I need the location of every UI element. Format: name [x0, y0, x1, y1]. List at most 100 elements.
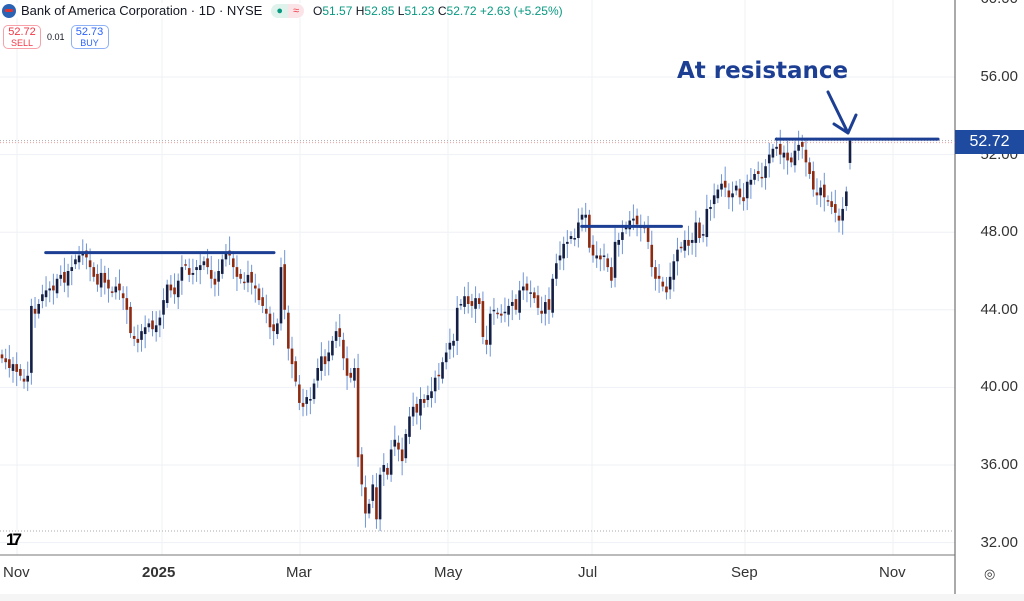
candle-down: [4, 358, 7, 363]
candle-down: [756, 171, 760, 174]
candle-down: [173, 287, 176, 295]
candle-down: [151, 320, 154, 330]
candle-down: [811, 171, 815, 190]
candle-up: [371, 484, 375, 501]
market-open-dot-icon: ●: [271, 3, 288, 18]
candle-up: [845, 191, 848, 207]
candle-down: [536, 295, 540, 308]
candle-down: [118, 283, 121, 291]
candle-down: [738, 188, 742, 198]
last-price-label: 52.72: [955, 130, 1024, 154]
candle-up: [518, 290, 521, 313]
candle-down: [837, 215, 841, 221]
candle-up: [672, 261, 676, 280]
candle-down: [272, 324, 275, 332]
candle-up: [81, 253, 85, 256]
candle-up: [848, 140, 852, 163]
annotation-text[interactable]: At resistance: [677, 58, 849, 84]
candle-up: [459, 303, 463, 306]
candle-up: [411, 406, 415, 417]
delayed-data-icon: ≈: [287, 3, 305, 18]
candle-down: [826, 200, 830, 202]
candle-down: [132, 335, 136, 339]
candle-down: [187, 268, 191, 275]
symbol-title[interactable]: Bank of America Corporation · 1D · NYSE: [21, 3, 263, 18]
candle-down: [742, 197, 745, 202]
price-axis-label: 36.00: [980, 456, 1018, 473]
candle-up: [147, 323, 151, 328]
candle-down: [265, 308, 268, 314]
candle-down: [96, 273, 99, 285]
candle-down: [386, 467, 389, 475]
candle-down: [823, 184, 826, 198]
time-axis-label: May: [434, 564, 463, 581]
candle-up: [720, 183, 723, 190]
candle-down: [698, 222, 701, 239]
candle-up: [191, 272, 195, 275]
candle-down: [342, 339, 345, 359]
time-axis-label: Nov: [879, 564, 906, 581]
candle-down: [786, 152, 789, 161]
change-readout: +2.63 (+5.25%): [479, 3, 563, 18]
candle-up: [566, 241, 569, 244]
market-status-pill[interactable]: ● ≈: [271, 3, 305, 18]
candle-down: [591, 244, 595, 256]
candle-down: [364, 487, 367, 514]
candle-down: [22, 378, 26, 382]
candle-up: [162, 300, 165, 315]
candle-down: [242, 281, 246, 284]
candle-down: [466, 296, 470, 304]
candle-up: [74, 259, 77, 265]
candle-down: [481, 301, 485, 337]
candle-up: [176, 280, 180, 298]
candle-up: [433, 377, 437, 392]
candle-up: [521, 286, 525, 291]
candle-up: [331, 340, 334, 356]
tradingview-logo-icon[interactable]: 17: [6, 530, 22, 549]
candle-up: [709, 206, 712, 209]
candle-up: [217, 271, 220, 282]
candle-up: [793, 150, 797, 166]
candle-down: [687, 239, 690, 246]
time-axis-label: Mar: [286, 564, 312, 581]
candle-up: [305, 397, 308, 404]
candle-up: [41, 294, 44, 302]
candle-up: [430, 391, 433, 399]
settings-icon[interactable]: ◎: [984, 566, 996, 581]
candle-down: [88, 260, 92, 268]
candle-up: [444, 352, 448, 363]
candle-up: [404, 433, 408, 459]
price-axis-label: 60.00: [980, 0, 1018, 7]
candle-up: [11, 364, 15, 371]
ohlc-readout: O51.57 H52.85 L51.23 C52.72 +2.63 (+5.25…: [313, 3, 563, 18]
candle-up: [312, 383, 316, 400]
candle-up: [492, 309, 496, 312]
candle-down: [169, 284, 173, 291]
candle-up: [455, 307, 459, 341]
candle-down: [213, 278, 217, 285]
candle-down: [830, 201, 833, 207]
buy-button[interactable]: 52.73 BUY: [70, 25, 109, 49]
candle-up: [734, 185, 738, 191]
candle-up: [224, 253, 228, 260]
candle-down: [804, 149, 808, 163]
candle-up: [320, 356, 323, 371]
candle-down: [661, 281, 665, 287]
candle-up: [327, 352, 331, 362]
candle-down: [422, 399, 426, 403]
sell-button[interactable]: 52.72 SELL: [3, 25, 41, 49]
candle-up: [393, 439, 397, 447]
candle-up: [503, 311, 507, 314]
arrow-icon: [826, 90, 858, 135]
candle-down: [19, 368, 22, 376]
candle-down: [52, 285, 55, 291]
candle-up: [70, 267, 74, 271]
candle-down: [657, 275, 661, 279]
spread-value: 0.01: [47, 32, 65, 42]
candle-up: [555, 263, 558, 279]
candle-down: [646, 225, 650, 242]
candle-up: [819, 187, 822, 196]
candle-down: [257, 288, 261, 301]
candle-up: [613, 241, 617, 278]
